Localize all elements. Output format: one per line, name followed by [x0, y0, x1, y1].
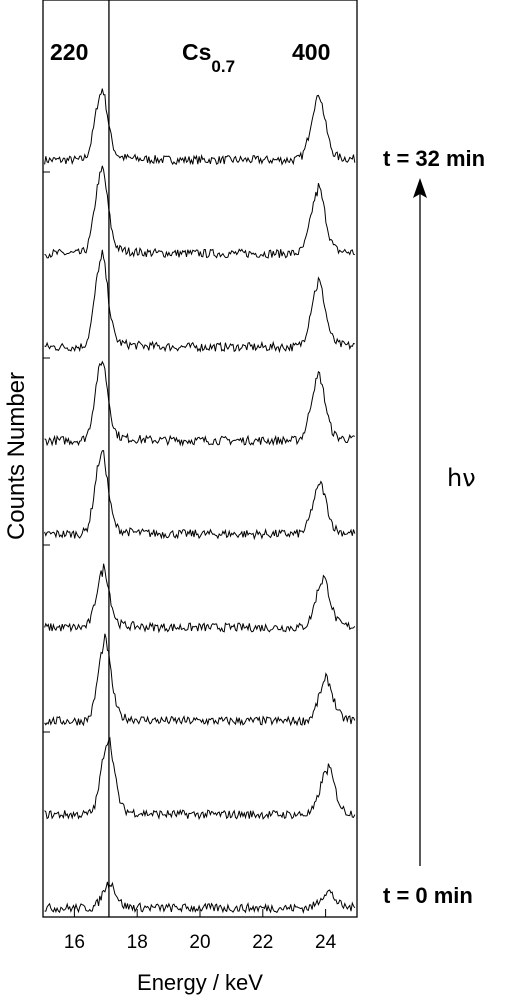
spectrum-trace-3 [44, 249, 355, 354]
spectrum-trace-4 [44, 360, 356, 447]
spectrum-trace-6 [44, 563, 356, 634]
spectrum-trace-5 [44, 450, 356, 541]
spectrum-trace-7 [44, 633, 356, 727]
sample-label-sub: 0.7 [211, 57, 235, 76]
plot-frame [42, 0, 358, 918]
y-axis-ticks [43, 171, 50, 733]
x-tick-label: 24 [315, 932, 337, 953]
x-axis-ticks: 16 18 20 22 24 [64, 909, 337, 953]
time-label-bottom: t = 0 min [383, 883, 473, 908]
spectrum-trace-2 [44, 165, 355, 259]
x-tick-label: 16 [64, 932, 85, 953]
peak-label-400: 400 [292, 39, 330, 65]
x-tick-label: 20 [189, 932, 210, 953]
x-tick-label: 22 [252, 932, 273, 953]
hv-label: hν [447, 464, 476, 492]
y-axis-title: Counts Number [3, 372, 30, 540]
x-axis-title: Energy / keV [137, 970, 263, 995]
spectrum-trace-1 [44, 88, 356, 166]
time-arrow-head [413, 178, 427, 198]
sample-label: Cs0.7 [182, 39, 235, 76]
peak-label-220: 220 [50, 39, 88, 65]
spectrum-trace-8 [44, 736, 356, 821]
x-tick-label: 18 [127, 932, 148, 953]
sample-label-main: Cs [182, 39, 211, 65]
traces [44, 88, 356, 915]
spectrum-trace-9 [44, 881, 356, 915]
time-label-top: t = 32 min [383, 146, 485, 171]
